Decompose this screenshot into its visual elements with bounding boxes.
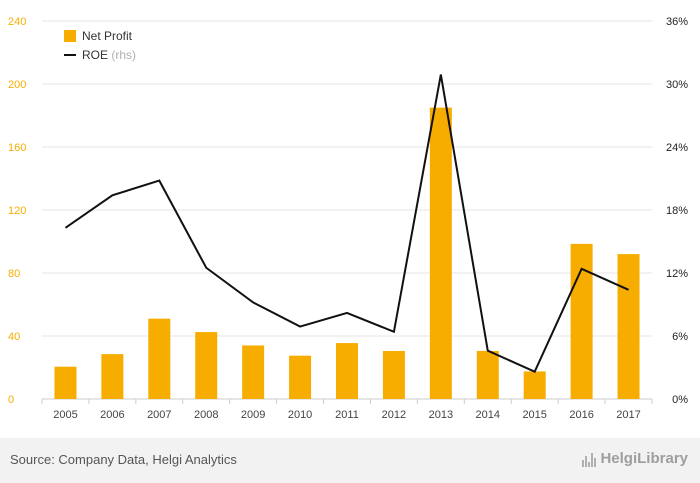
footer: Source: Company Data, Helgi Analytics He…	[0, 438, 700, 483]
x-axis-tick-label: 2007	[147, 409, 171, 421]
net-profit-bars	[54, 107, 640, 399]
x-axis-tick-label: 2013	[429, 409, 453, 421]
bar-net-profit	[289, 355, 312, 399]
left-axis: 0 40 80 120 160 200 240	[8, 16, 26, 406]
bar-net-profit	[242, 345, 265, 399]
right-axis-tick-label: 6%	[672, 331, 688, 343]
left-axis-tick-label: 0	[8, 394, 14, 406]
x-axis-tick-label: 2010	[288, 409, 312, 421]
left-axis-tick-label: 120	[8, 205, 26, 217]
bar-net-profit	[476, 350, 499, 399]
chart-bars-icon	[582, 451, 597, 467]
right-axis-tick-label: 0%	[672, 394, 688, 406]
x-axis-tick-label: 2009	[241, 409, 265, 421]
right-axis-tick-label: 24%	[666, 142, 688, 154]
bar-net-profit	[570, 243, 593, 399]
bar-net-profit	[101, 354, 124, 399]
right-axis-tick-label: 12%	[666, 268, 688, 280]
source-note: Source: Company Data, Helgi Analytics	[10, 452, 237, 467]
x-axis-tick-label: 2005	[53, 409, 77, 421]
bar-net-profit	[382, 350, 405, 399]
combo-chart: 0 40 80 120 160 200 240 0% 6% 12% 18% 24% 30% 36% 20…	[8, 16, 688, 421]
x-axis-tick-label: 2008	[194, 409, 218, 421]
x-axis-tick-label: 2017	[616, 409, 640, 421]
left-axis-tick-label: 40	[8, 331, 20, 343]
right-axis-tick-label: 18%	[666, 205, 688, 217]
bar-net-profit	[429, 107, 452, 399]
brand-logo[interactable]: HelgiLibrary	[582, 450, 688, 467]
left-axis-tick-label: 200	[8, 79, 26, 91]
legend: Net Profit ROE (rhs)	[64, 29, 136, 62]
legend-roe-name: ROE	[82, 48, 108, 62]
right-axis-tick-label: 30%	[666, 79, 688, 91]
x-axis-tick-label: 2011	[335, 409, 359, 421]
legend-swatch-net-profit	[64, 30, 76, 42]
bar-net-profit	[523, 371, 546, 399]
bar-net-profit	[148, 318, 171, 399]
x-axis-tick-label: 2012	[382, 409, 406, 421]
x-axis: 2005 2006 2007 2008 2009 2010 2011 2012 2013 2014…	[41, 399, 653, 421]
left-axis-tick-label: 80	[8, 268, 20, 280]
right-axis: 0% 6% 12% 18% 24% 30% 36%	[666, 16, 688, 406]
left-axis-tick-label: 160	[8, 142, 26, 154]
legend-label-net-profit[interactable]: Net Profit	[82, 29, 133, 43]
bar-net-profit	[336, 343, 358, 399]
x-axis-tick-label: 2016	[569, 409, 593, 421]
grid-lines	[42, 20, 652, 400]
x-axis-tick-label: 2015	[522, 409, 546, 421]
left-axis-tick-label: 240	[8, 16, 26, 28]
brand-name: HelgiLibrary	[600, 450, 688, 467]
legend-roe-suffix: (rhs)	[111, 48, 136, 62]
bar-net-profit	[195, 332, 218, 399]
x-axis-tick-label: 2006	[100, 409, 124, 421]
legend-label-roe[interactable]: ROE (rhs)	[82, 48, 136, 62]
x-axis-tick-label: 2014	[476, 409, 500, 421]
bar-net-profit	[617, 254, 640, 399]
bar-net-profit	[54, 366, 77, 399]
roe-line-group	[64, 74, 629, 374]
right-axis-tick-label: 36%	[666, 16, 688, 28]
